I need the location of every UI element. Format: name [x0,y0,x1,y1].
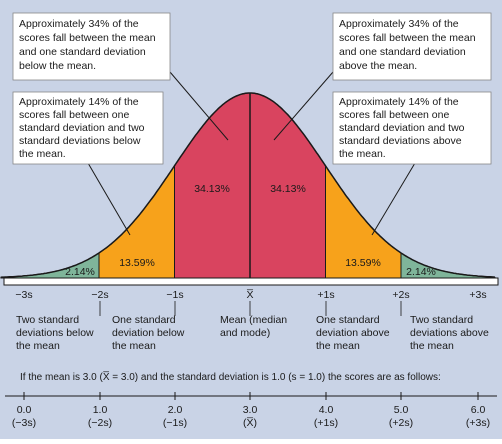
callout-text: Approximately 34% of the scores fall bet… [339,18,479,72]
desc-mean: Mean (median and mode) [220,314,290,339]
callout-text: Approximately 14% of the scores fall bet… [339,96,467,160]
score-deviation-0: (−3s) [12,417,36,429]
callout-pointers [87,71,416,236]
callout-top-left: Approximately 34% of the scores fall bet… [12,12,171,81]
score-deviation-2: (−1s) [163,417,187,429]
desc-minus2: Two standard deviations below the mean [16,314,97,352]
score-value-3: 3.0 [243,404,258,416]
pct-label-far-right: 2.14% [406,266,436,278]
tick-label-minus2: −2s [91,289,108,301]
score-value-4: 4.0 [319,404,334,416]
score-value-5: 5.0 [394,404,409,416]
tick-label-mean: X̅ [246,289,254,301]
axis-baseline-strip [3,277,499,286]
desc-plus2: Two standard deviations above the mean [410,314,492,352]
score-deviation-5: (+2s) [389,417,413,429]
callout-box [12,91,164,165]
pointer-mid-left [87,162,131,236]
tick-label-minus1: −1s [166,289,183,301]
pointer-mid-right [371,162,416,236]
score-value-6: 6.0 [471,404,486,416]
score-deviation-6: (+3s) [466,417,490,429]
tick-label-plus2: +2s [392,289,409,301]
bell-curve-outline [0,92,495,278]
callout-box [332,12,492,81]
callout-mid-left: Approximately 14% of the scores fall bet… [12,91,164,165]
callout-top-right: Approximately 34% of the scores fall bet… [332,12,492,81]
score-deviation-1: (−2s) [88,417,112,429]
score-value-2: 2.0 [168,404,183,416]
tick-label-plus1: +1s [317,289,334,301]
pct-label-left: 13.59% [119,257,155,269]
pct-label-center-left: 34.13% [194,183,230,195]
callout-box [332,91,492,165]
callout-text: Approximately 14% of the scores fall bet… [19,96,147,160]
pct-label-right: 13.59% [345,257,381,269]
callout-box [12,12,171,81]
pointer-top-right [273,71,334,141]
callout-mid-right: Approximately 14% of the scores fall bet… [332,91,492,165]
pct-label-center-right: 34.13% [270,183,306,195]
pct-label-far-left: 2.14% [65,266,95,278]
tick-label-plus3: +3s [469,289,486,301]
desc-plus1: One standard deviation above the mean [316,314,392,352]
tick-label-minus3: −3s [15,289,32,301]
example-sentence: If the mean is 3.0 (X̅ = 3.0) and the st… [20,371,441,383]
score-value-1: 1.0 [93,404,108,416]
desc-minus1: One standard deviation below the mean [112,314,187,352]
callout-text: Approximately 34% of the scores fall bet… [19,18,159,72]
score-value-0: 0.0 [17,404,32,416]
pointer-top-left [169,71,229,141]
score-deviation-4: (+1s) [314,417,338,429]
score-deviation-3: (X̅) [243,417,257,429]
